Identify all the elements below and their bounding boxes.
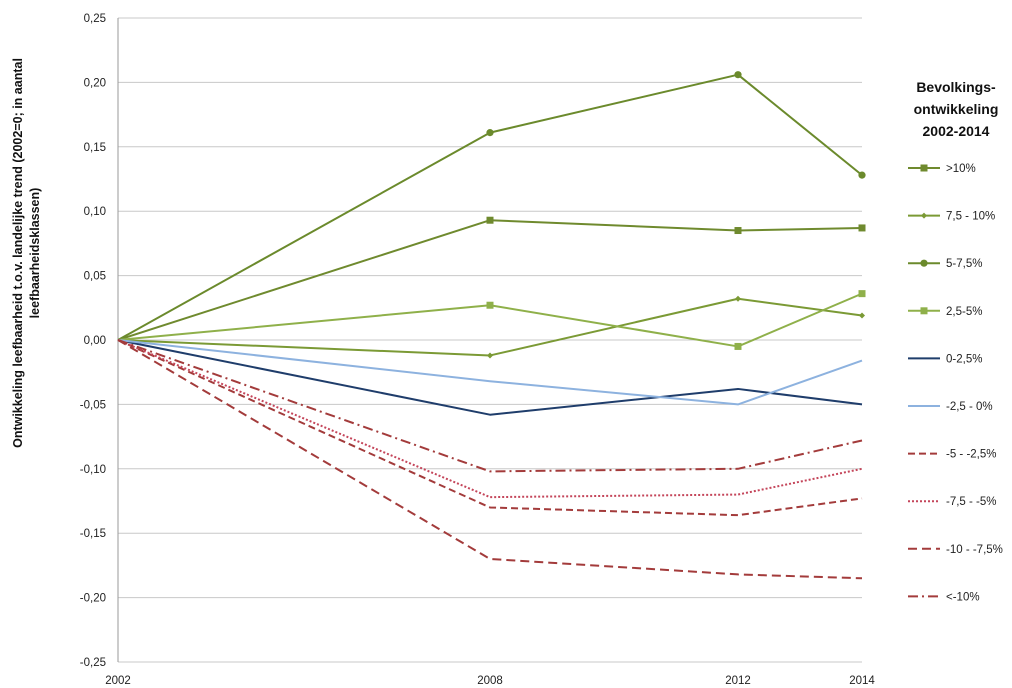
legend-title: ontwikkeling <box>914 101 999 117</box>
legend-label: 7,5 - 10% <box>946 211 995 223</box>
x-tick-label: 2002 <box>105 675 131 687</box>
y-axis-label: Ontwikkeling leefbaarheid t.o.v. landeli… <box>11 58 25 448</box>
series-line <box>117 339 863 517</box>
data-point <box>735 295 741 302</box>
series-2,5-5% <box>117 290 866 350</box>
legend-label: 5-7,5% <box>946 258 982 270</box>
data-point <box>921 212 927 219</box>
legend-label: -5 - -2,5% <box>946 449 997 461</box>
series-0-2,5% <box>117 339 863 416</box>
series-line <box>117 297 863 357</box>
series-<-10% <box>117 339 863 473</box>
y-tick-label: 0,20 <box>84 77 106 89</box>
series-line <box>117 339 863 580</box>
series-line <box>117 339 863 499</box>
series-line <box>117 339 863 416</box>
y-tick-label: -0,20 <box>80 593 106 605</box>
y-tick-label: -0,25 <box>80 657 106 669</box>
data-point <box>734 227 742 235</box>
legend-title: 2002-2014 <box>923 123 990 139</box>
series->10% <box>117 216 866 341</box>
legend-item: 5-7,5% <box>908 258 982 270</box>
y-axis-label: leefbaarheidsklassen) <box>28 188 42 319</box>
y-axis-title: Ontwikkeling leefbaarheid t.o.v. landeli… <box>11 58 42 448</box>
legend-item: -7,5 - -5% <box>908 496 997 508</box>
x-tick-label: 2008 <box>477 675 503 687</box>
legend-label: >10% <box>946 163 976 175</box>
data-point <box>734 342 742 350</box>
series-5-7,5% <box>117 71 866 341</box>
data-point <box>858 171 866 179</box>
series-lines <box>117 71 866 580</box>
legend: Bevolkings-ontwikkeling 2002-2014 >10% 7,5 … <box>908 79 1003 603</box>
series--5 - -2,5% <box>117 339 863 517</box>
legend-item: <-10% <box>908 591 980 603</box>
legend-item: >10% <box>908 163 976 175</box>
series-line <box>117 73 863 341</box>
legend-label: -10 - -7,5% <box>946 544 1003 556</box>
data-point <box>920 164 928 172</box>
y-tick-label: 0,15 <box>84 142 106 154</box>
series-7,5 - 10% <box>117 295 865 359</box>
data-point <box>920 259 928 267</box>
y-tick-label: -0,05 <box>80 399 106 411</box>
data-point <box>920 307 928 315</box>
y-tick-label: 0,05 <box>84 271 106 283</box>
gridlines <box>118 17 862 663</box>
data-point <box>858 290 866 298</box>
axes: 0,25 0,20 0,15 0,10 0,05 0,00 -0,05 -0,10 -0,15 -… <box>80 13 876 687</box>
legend-label: 0-2,5% <box>946 353 982 365</box>
x-tick-label: 2012 <box>725 675 751 687</box>
data-point <box>859 312 865 319</box>
legend-item: -5 - -2,5% <box>908 449 997 461</box>
legend-label: -7,5 - -5% <box>946 496 997 508</box>
data-point <box>487 352 493 359</box>
data-point <box>486 129 494 137</box>
series--7,5 - -5% <box>117 339 863 499</box>
legend-item: -10 - -7,5% <box>908 544 1003 556</box>
series-line <box>117 339 863 406</box>
series-line <box>117 339 863 473</box>
series-line <box>117 219 863 341</box>
data-point <box>486 301 494 309</box>
legend-title: Bevolkings- <box>916 79 996 95</box>
legend-item: 2,5-5% <box>908 306 982 318</box>
x-tick-label: 2014 <box>849 675 875 687</box>
legend-item: 0-2,5% <box>908 353 982 365</box>
data-point <box>858 224 866 232</box>
legend-label: -2,5 - 0% <box>946 401 993 413</box>
data-point <box>734 71 742 79</box>
y-tick-label: -0,10 <box>80 464 106 476</box>
legend-label: <-10% <box>946 591 980 603</box>
legend-item: -2,5 - 0% <box>908 401 993 413</box>
y-tick-label: 0,25 <box>84 13 106 25</box>
series--2,5 - 0% <box>117 339 863 406</box>
series-line <box>117 292 863 348</box>
y-tick-label: 0,10 <box>84 206 106 218</box>
series--10 - -7,5% <box>117 339 863 580</box>
y-tick-label: 0,00 <box>84 335 106 347</box>
legend-label: 2,5-5% <box>946 306 982 318</box>
legend-item: 7,5 - 10% <box>908 211 995 223</box>
data-point <box>486 216 494 224</box>
y-tick-label: -0,15 <box>80 528 106 540</box>
